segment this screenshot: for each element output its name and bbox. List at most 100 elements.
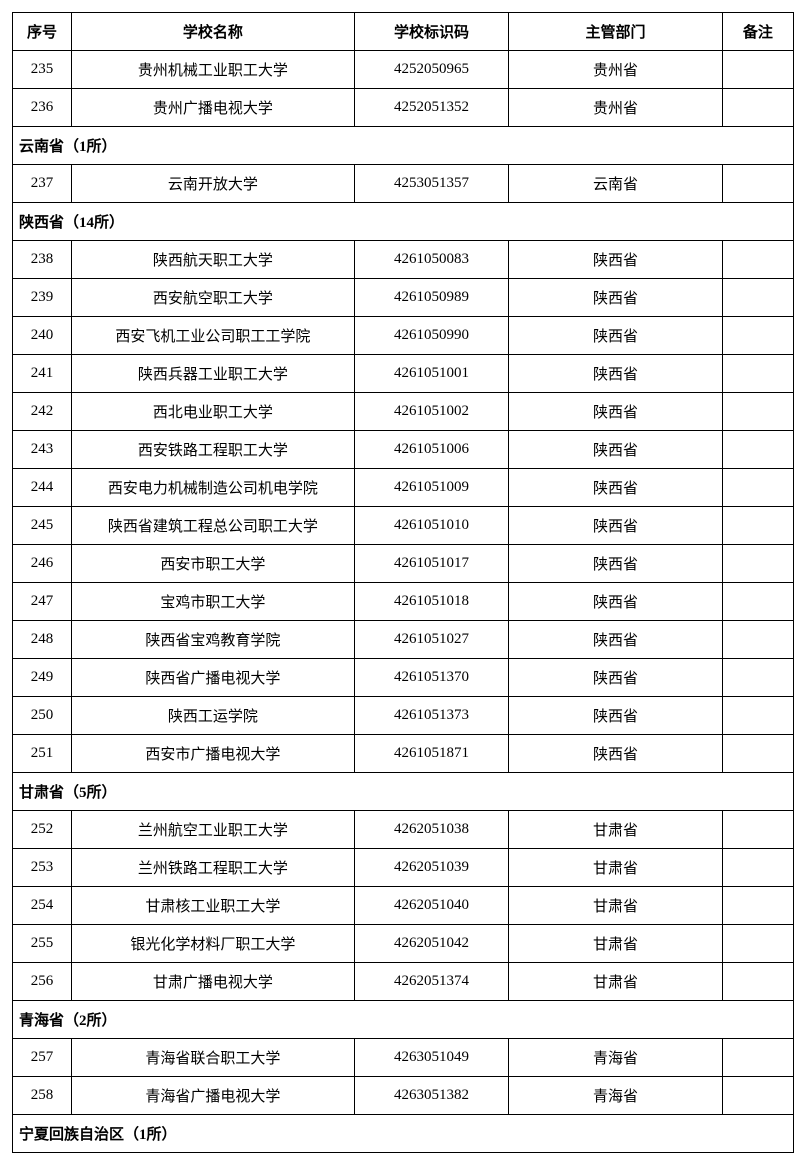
cell-name: 贵州广播电视大学	[71, 89, 354, 127]
cell-seq: 237	[13, 165, 72, 203]
cell-seq: 240	[13, 317, 72, 355]
section-label: 宁夏回族自治区（1所）	[13, 1115, 794, 1153]
cell-name: 银光化学材料厂职工大学	[71, 925, 354, 963]
cell-name: 西安市职工大学	[71, 545, 354, 583]
cell-note	[722, 849, 793, 887]
table-row: 247宝鸡市职工大学4261051018陕西省	[13, 583, 794, 621]
cell-name: 西安飞机工业公司职工工学院	[71, 317, 354, 355]
cell-code: 4261050989	[354, 279, 509, 317]
cell-name: 贵州机械工业职工大学	[71, 51, 354, 89]
cell-seq: 246	[13, 545, 72, 583]
table-row: 254甘肃核工业职工大学4262051040甘肃省	[13, 887, 794, 925]
cell-code: 4261051002	[354, 393, 509, 431]
cell-code: 4262051042	[354, 925, 509, 963]
cell-dept: 陕西省	[509, 545, 723, 583]
table-row: 250陕西工运学院4261051373陕西省	[13, 697, 794, 735]
cell-dept: 甘肃省	[509, 925, 723, 963]
cell-name: 陕西兵器工业职工大学	[71, 355, 354, 393]
section-label: 陕西省（14所）	[13, 203, 794, 241]
cell-seq: 248	[13, 621, 72, 659]
cell-seq: 250	[13, 697, 72, 735]
cell-dept: 陕西省	[509, 393, 723, 431]
cell-seq: 243	[13, 431, 72, 469]
section-row: 云南省（1所）	[13, 127, 794, 165]
cell-name: 西安电力机械制造公司机电学院	[71, 469, 354, 507]
cell-note	[722, 583, 793, 621]
cell-note	[722, 925, 793, 963]
cell-note	[722, 317, 793, 355]
cell-name: 西安铁路工程职工大学	[71, 431, 354, 469]
cell-note	[722, 393, 793, 431]
cell-code: 4262051038	[354, 811, 509, 849]
cell-note	[722, 1039, 793, 1077]
section-label: 云南省（1所）	[13, 127, 794, 165]
cell-dept: 陕西省	[509, 355, 723, 393]
cell-dept: 陕西省	[509, 279, 723, 317]
cell-dept: 陕西省	[509, 697, 723, 735]
cell-dept: 陕西省	[509, 317, 723, 355]
cell-seq: 247	[13, 583, 72, 621]
table-row: 249陕西省广播电视大学4261051370陕西省	[13, 659, 794, 697]
cell-seq: 242	[13, 393, 72, 431]
section-row: 甘肃省（5所）	[13, 773, 794, 811]
table-row: 251西安市广播电视大学4261051871陕西省	[13, 735, 794, 773]
cell-dept: 陕西省	[509, 241, 723, 279]
cell-note	[722, 697, 793, 735]
table-row: 235贵州机械工业职工大学4252050965贵州省	[13, 51, 794, 89]
cell-name: 陕西省广播电视大学	[71, 659, 354, 697]
cell-seq: 254	[13, 887, 72, 925]
header-name: 学校名称	[71, 13, 354, 51]
cell-name: 陕西省宝鸡教育学院	[71, 621, 354, 659]
cell-note	[722, 241, 793, 279]
cell-note	[722, 279, 793, 317]
cell-seq: 241	[13, 355, 72, 393]
cell-dept: 陕西省	[509, 735, 723, 773]
cell-code: 4252051352	[354, 89, 509, 127]
table-row: 253兰州铁路工程职工大学4262051039甘肃省	[13, 849, 794, 887]
cell-note	[722, 963, 793, 1001]
cell-name: 西安航空职工大学	[71, 279, 354, 317]
cell-dept: 贵州省	[509, 89, 723, 127]
table-row: 237云南开放大学4253051357云南省	[13, 165, 794, 203]
cell-name: 西北电业职工大学	[71, 393, 354, 431]
cell-code: 4261051871	[354, 735, 509, 773]
table-row: 257青海省联合职工大学4263051049青海省	[13, 1039, 794, 1077]
cell-name: 陕西航天职工大学	[71, 241, 354, 279]
cell-name: 云南开放大学	[71, 165, 354, 203]
cell-dept: 陕西省	[509, 583, 723, 621]
cell-seq: 239	[13, 279, 72, 317]
table-row: 256甘肃广播电视大学4262051374甘肃省	[13, 963, 794, 1001]
table-row: 241陕西兵器工业职工大学4261051001陕西省	[13, 355, 794, 393]
cell-seq: 258	[13, 1077, 72, 1115]
table-row: 258青海省广播电视大学4263051382青海省	[13, 1077, 794, 1115]
cell-code: 4263051382	[354, 1077, 509, 1115]
cell-seq: 256	[13, 963, 72, 1001]
cell-seq: 244	[13, 469, 72, 507]
cell-name: 西安市广播电视大学	[71, 735, 354, 773]
table-row: 244西安电力机械制造公司机电学院4261051009陕西省	[13, 469, 794, 507]
table-row: 242西北电业职工大学4261051002陕西省	[13, 393, 794, 431]
cell-dept: 甘肃省	[509, 963, 723, 1001]
cell-dept: 甘肃省	[509, 811, 723, 849]
cell-code: 4262051040	[354, 887, 509, 925]
section-row: 青海省（2所）	[13, 1001, 794, 1039]
cell-dept: 陕西省	[509, 431, 723, 469]
cell-note	[722, 469, 793, 507]
cell-seq: 238	[13, 241, 72, 279]
cell-note	[722, 621, 793, 659]
cell-note	[722, 659, 793, 697]
cell-seq: 235	[13, 51, 72, 89]
table-row: 240西安飞机工业公司职工工学院4261050990陕西省	[13, 317, 794, 355]
section-label: 甘肃省（5所）	[13, 773, 794, 811]
cell-code: 4261051018	[354, 583, 509, 621]
table-row: 246西安市职工大学4261051017陕西省	[13, 545, 794, 583]
table-row: 248陕西省宝鸡教育学院4261051027陕西省	[13, 621, 794, 659]
cell-dept: 陕西省	[509, 621, 723, 659]
table-row: 245陕西省建筑工程总公司职工大学4261051010陕西省	[13, 507, 794, 545]
cell-dept: 贵州省	[509, 51, 723, 89]
section-row: 宁夏回族自治区（1所）	[13, 1115, 794, 1153]
cell-note	[722, 735, 793, 773]
cell-name: 兰州铁路工程职工大学	[71, 849, 354, 887]
cell-note	[722, 507, 793, 545]
cell-name: 陕西省建筑工程总公司职工大学	[71, 507, 354, 545]
